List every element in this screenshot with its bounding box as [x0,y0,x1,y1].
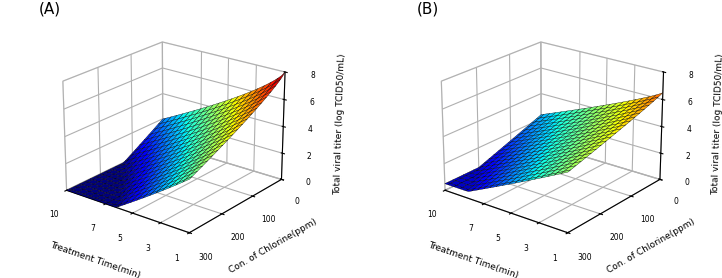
Y-axis label: Con. of Chlorine(ppm): Con. of Chlorine(ppm) [227,217,318,275]
Text: (A): (A) [39,2,61,17]
X-axis label: Treatment Time(min): Treatment Time(min) [427,240,520,278]
Y-axis label: Con. of Chlorine(ppm): Con. of Chlorine(ppm) [606,217,697,275]
Text: (B): (B) [417,2,440,17]
X-axis label: Treatment Time(min): Treatment Time(min) [49,240,142,278]
